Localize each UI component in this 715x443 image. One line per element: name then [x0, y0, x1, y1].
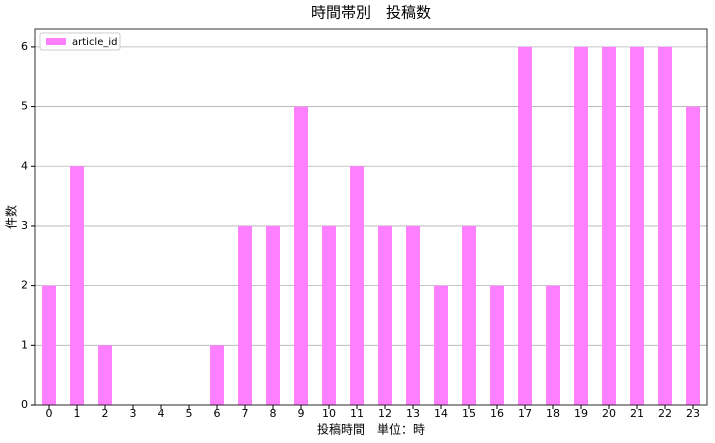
x-tick-label: 10 — [322, 407, 336, 420]
bar — [350, 166, 364, 405]
x-tick-label: 12 — [378, 407, 392, 420]
bar — [378, 225, 392, 405]
x-tick-label: 7 — [242, 407, 249, 420]
y-tick-label: 3 — [21, 219, 28, 232]
x-tick-label: 16 — [490, 407, 504, 420]
x-tick-label: 13 — [406, 407, 420, 420]
x-tick-label: 6 — [214, 407, 221, 420]
x-tick-label: 23 — [686, 407, 700, 420]
x-tick-label: 22 — [658, 407, 672, 420]
plot-frame — [34, 28, 708, 406]
x-tick-label: 21 — [630, 407, 644, 420]
bar — [462, 225, 476, 405]
bar — [210, 345, 224, 405]
legend-swatch — [46, 38, 66, 45]
x-tick-label: 0 — [46, 407, 53, 420]
y-tick-label: 1 — [21, 338, 28, 351]
y-tick-label: 4 — [21, 159, 28, 172]
bar — [602, 46, 616, 406]
bar — [98, 345, 112, 405]
x-tick-label: 15 — [462, 407, 476, 420]
bar — [238, 225, 252, 405]
x-tick-label: 2 — [102, 407, 109, 420]
x-tick-label: 18 — [546, 407, 560, 420]
bar — [70, 166, 84, 405]
x-tick-label: 14 — [434, 407, 448, 420]
bar — [42, 285, 56, 405]
x-tick-label: 20 — [602, 407, 616, 420]
y-axis-label: 件数 — [4, 205, 19, 229]
x-tick-label: 11 — [350, 407, 364, 420]
bar — [266, 225, 280, 405]
y-tick-label: 0 — [21, 398, 28, 411]
legend-label: article_id — [72, 37, 118, 48]
bar — [322, 225, 336, 405]
bar — [574, 46, 588, 406]
x-tick-label: 1 — [74, 407, 81, 420]
x-tick-label: 3 — [130, 407, 137, 420]
bar — [546, 285, 560, 405]
bar — [658, 46, 672, 406]
x-tick-label: 17 — [518, 407, 532, 420]
chart-title: 時間帯別 投稿数 — [311, 4, 431, 22]
legend-box — [39, 32, 121, 51]
y-tick-label: 6 — [21, 40, 28, 53]
x-tick-label: 9 — [298, 407, 305, 420]
x-axis-label: 投稿時間 単位：時 — [317, 422, 425, 437]
bar — [630, 46, 644, 406]
bar — [434, 285, 448, 405]
x-tick-label: 4 — [158, 407, 165, 420]
y-tick-label: 2 — [21, 279, 28, 292]
bar — [294, 106, 308, 405]
bar — [518, 46, 532, 406]
bar — [490, 285, 504, 405]
bar — [406, 225, 420, 405]
x-tick-label: 19 — [574, 407, 588, 420]
bar — [686, 106, 700, 405]
x-tick-label: 8 — [270, 407, 277, 420]
y-tick-label: 5 — [21, 100, 28, 113]
x-tick-label: 5 — [186, 407, 193, 420]
